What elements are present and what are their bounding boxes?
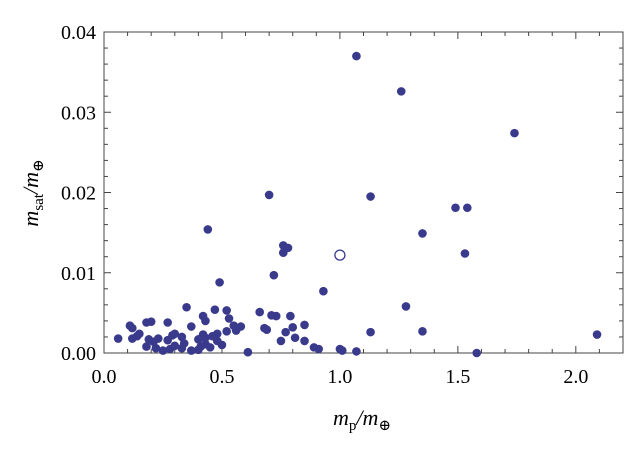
plot-frame [103, 31, 624, 354]
y-axis-label: msat/m⊕ [18, 159, 47, 226]
x-tick-label: 1.0 [327, 366, 352, 388]
data-point [290, 333, 300, 343]
data-point [205, 343, 215, 352]
data-point [510, 128, 519, 138]
x-axis-label: mp/m⊕ [333, 405, 391, 434]
data-point [463, 203, 472, 213]
data-point [300, 320, 309, 330]
x-tick-label: 0.5 [209, 366, 234, 388]
data-point [396, 87, 406, 96]
x-tick-label: 1.5 [445, 366, 470, 388]
data-point [255, 307, 264, 317]
data-point [210, 305, 220, 314]
y-label-sym: ⊕ [31, 159, 47, 172]
y-tick-label: 0.03 [61, 102, 96, 124]
data-point [401, 302, 411, 311]
data-point [472, 348, 482, 358]
data-point [451, 203, 460, 213]
data-point [276, 336, 286, 346]
open-data-point [334, 249, 346, 261]
data-point [286, 311, 295, 321]
y-tick-label: 0.04 [61, 22, 96, 44]
data-point [222, 327, 231, 336]
data-point [158, 346, 168, 355]
data-point [460, 249, 470, 258]
x-tick-label: 0.0 [92, 366, 117, 388]
y-label-sub: sat [31, 193, 47, 210]
data-point [142, 342, 151, 351]
data-point [592, 330, 602, 339]
y-tick-label: 0.01 [61, 263, 96, 285]
axis-tick-labels: 0.0 0.5 1.0 1.5 2.0 0.00 0.01 0.02 0.03 0.04 [61, 22, 588, 388]
data-point [319, 286, 328, 296]
data-point [262, 325, 272, 335]
data-point [288, 323, 298, 332]
data-point [366, 327, 375, 337]
data-point [177, 343, 187, 353]
y-tick-label: 0.02 [61, 183, 96, 205]
data-point [231, 326, 241, 335]
data-point [222, 306, 231, 315]
axis-ticks [103, 31, 623, 354]
data-point [186, 346, 196, 355]
data-point [264, 190, 274, 200]
data-point [366, 192, 375, 201]
data-point [151, 343, 161, 353]
data-point [281, 327, 290, 337]
data-point [163, 318, 172, 327]
y-label-sep: /m [18, 172, 43, 196]
data-point [278, 248, 288, 257]
data-point [182, 302, 191, 312]
data-point [201, 316, 210, 326]
data-point [352, 347, 361, 356]
data-point [243, 347, 253, 357]
x-label-sub: p [349, 418, 357, 434]
data-point [300, 336, 309, 346]
data-point [224, 314, 234, 323]
data-point [271, 311, 281, 321]
x-label-main: m [333, 405, 349, 430]
data-point [337, 346, 347, 355]
data-point [201, 333, 210, 343]
data-point [128, 323, 137, 333]
y-tick-label: 0.00 [61, 343, 96, 365]
data-point [194, 345, 203, 355]
data-point [352, 51, 361, 61]
data-point [203, 225, 213, 234]
data-point [186, 322, 196, 331]
x-label-sep: /m [354, 405, 378, 430]
data-point [217, 340, 227, 350]
data-point [165, 344, 175, 354]
data-point [163, 335, 172, 345]
data-point [314, 344, 323, 354]
data-point [113, 334, 123, 343]
data-point [269, 270, 279, 280]
x-tick-label: 2.0 [563, 366, 588, 388]
data-point [418, 327, 427, 336]
x-label-sym: ⊕ [378, 418, 391, 434]
data-point [215, 278, 224, 287]
data-point [142, 318, 151, 327]
data-points [113, 51, 602, 358]
data-point [418, 229, 427, 238]
data-point [194, 335, 203, 344]
y-label-main: m [18, 211, 43, 227]
data-point [128, 334, 137, 343]
